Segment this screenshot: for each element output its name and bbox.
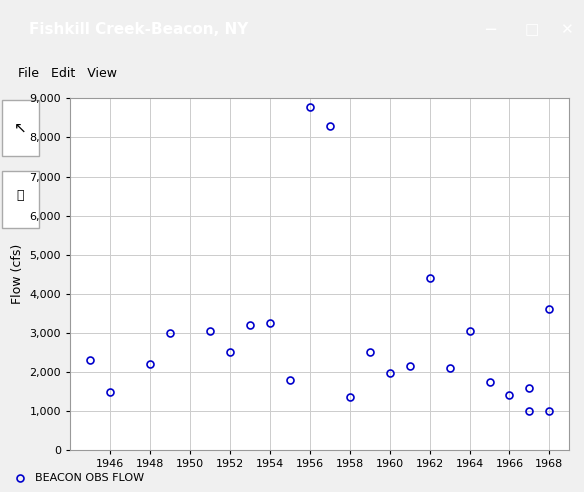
Text: File   Edit   View: File Edit View [18,67,117,80]
Bar [2,100,39,156]
Text: ✕: ✕ [560,22,573,37]
Y-axis label: Flow (cfs): Flow (cfs) [11,244,24,305]
Text: Fishkill Creek-Beacon, NY: Fishkill Creek-Beacon, NY [29,22,249,37]
Text: ─: ─ [485,21,496,38]
Text: □: □ [524,22,538,37]
Text: BEACON OBS FLOW: BEACON OBS FLOW [35,473,144,484]
Text: ↖: ↖ [14,121,27,136]
Bar [2,171,39,228]
Text: 🔍: 🔍 [17,189,24,202]
